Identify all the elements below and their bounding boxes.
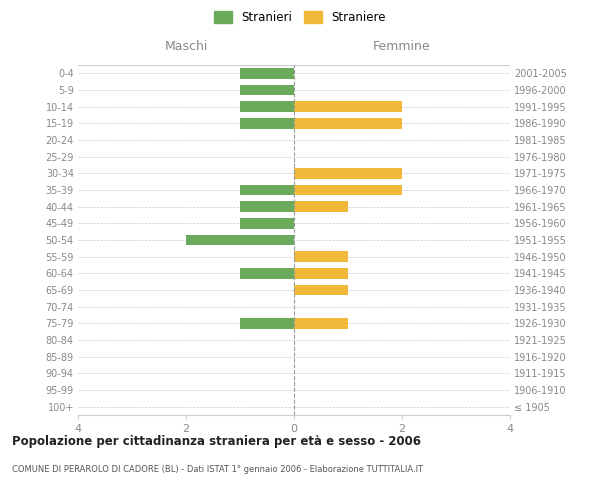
Text: Popolazione per cittadinanza straniera per età e sesso - 2006: Popolazione per cittadinanza straniera p… <box>12 435 421 448</box>
Text: Maschi: Maschi <box>164 40 208 54</box>
Bar <box>294 184 402 196</box>
Bar <box>240 84 294 96</box>
Text: Femmine: Femmine <box>373 40 431 54</box>
Bar <box>294 118 402 128</box>
Bar <box>240 318 294 329</box>
Bar <box>294 268 348 279</box>
Legend: Stranieri, Straniere: Stranieri, Straniere <box>209 6 391 28</box>
Bar <box>240 101 294 112</box>
Bar <box>240 184 294 196</box>
Bar <box>240 268 294 279</box>
Text: COMUNE DI PERAROLO DI CADORE (BL) - Dati ISTAT 1° gennaio 2006 - Elaborazione TU: COMUNE DI PERAROLO DI CADORE (BL) - Dati… <box>12 465 423 474</box>
Bar <box>240 118 294 128</box>
Bar <box>294 201 348 212</box>
Bar <box>294 101 402 112</box>
Bar <box>294 251 348 262</box>
Bar <box>240 68 294 78</box>
Bar <box>240 201 294 212</box>
Bar <box>186 234 294 246</box>
Bar <box>240 218 294 229</box>
Bar <box>294 318 348 329</box>
Bar <box>294 168 402 179</box>
Bar <box>294 284 348 296</box>
